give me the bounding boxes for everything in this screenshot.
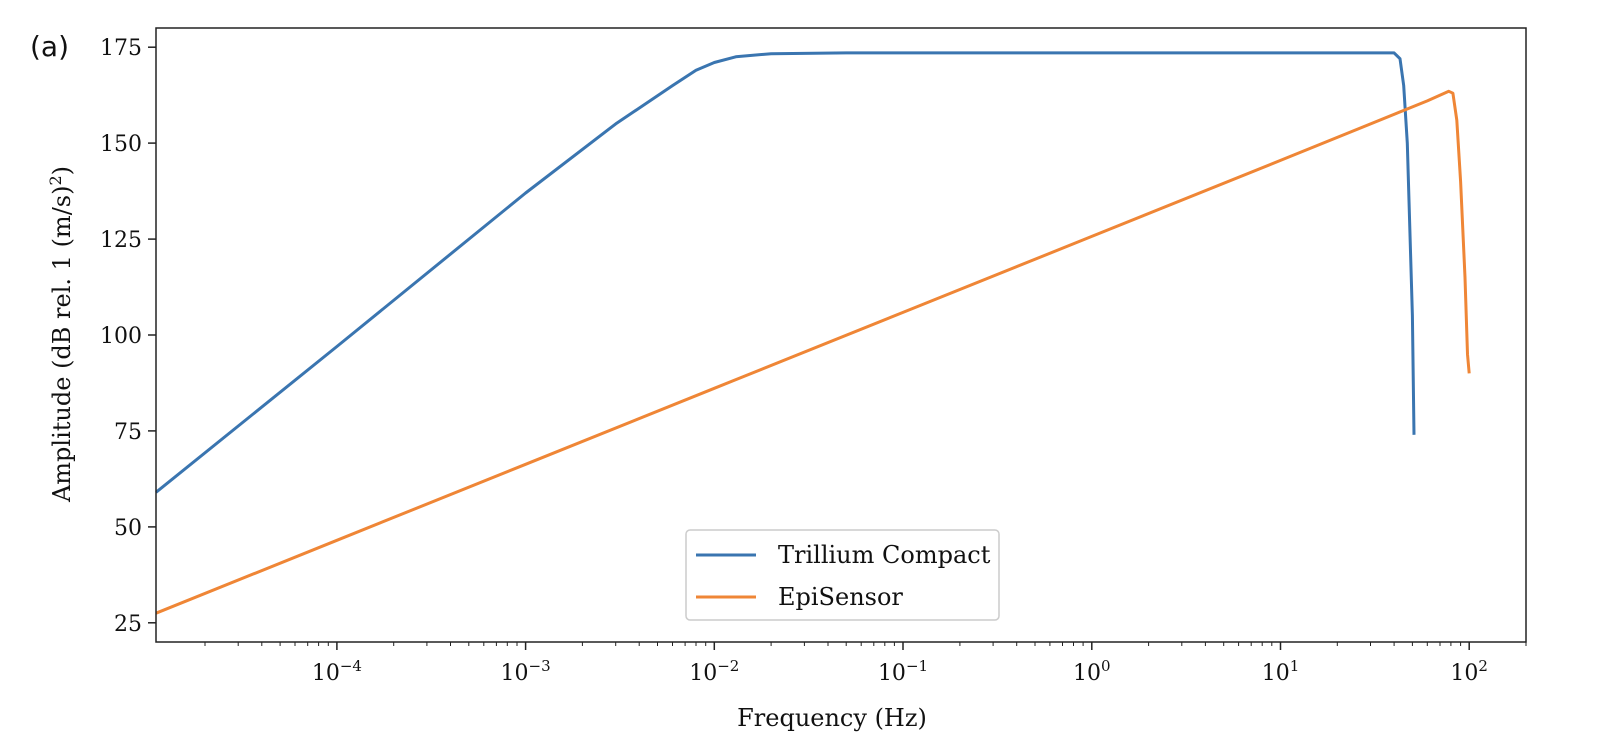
y-axis-label: Amplitude (dB rel. 1 (m/s)2)	[46, 166, 77, 503]
x-axis: 10−4 10−3 10−2 10−1 100 101 102	[204, 642, 1527, 686]
x-tick-label: 10−2	[689, 657, 739, 686]
x-tick-label: 101	[1262, 657, 1300, 686]
series-line-trillium-compact	[155, 51, 1416, 494]
y-tick-label: 25	[114, 612, 142, 637]
legend-box	[685, 529, 1000, 621]
y-axis: 25 50 75 100 125 150 175	[100, 36, 156, 637]
y-tick-label: 75	[114, 420, 142, 445]
legend-label-trillium-compact: Trillium Compact	[778, 541, 991, 569]
y-tick-label: 50	[114, 516, 142, 541]
y-tick-label: 125	[100, 228, 142, 253]
legend: Trillium Compact EpiSensor	[685, 529, 1000, 621]
x-tick-label: 10−3	[501, 657, 551, 686]
x-tick-label: 10−1	[878, 657, 928, 686]
y-tick-label: 100	[100, 324, 142, 349]
series-line-episensor	[155, 89, 1471, 615]
y-axis-label-main: Amplitude (dB rel. 1 (m/s)	[48, 186, 76, 504]
x-axis-label: Frequency (Hz)	[737, 704, 927, 732]
y-axis-label-exponent: 2	[46, 175, 65, 185]
legend-label-episensor: EpiSensor	[778, 583, 903, 611]
x-tick-label: 102	[1450, 657, 1488, 686]
x-tick-label: 100	[1073, 657, 1111, 686]
y-tick-label: 150	[100, 132, 142, 157]
x-tick-label: 10−4	[312, 657, 362, 686]
y-axis-label-close: )	[48, 166, 76, 175]
panel-label: (a)	[30, 30, 69, 63]
plot-series	[155, 51, 1471, 615]
y-tick-label: 175	[100, 36, 142, 61]
